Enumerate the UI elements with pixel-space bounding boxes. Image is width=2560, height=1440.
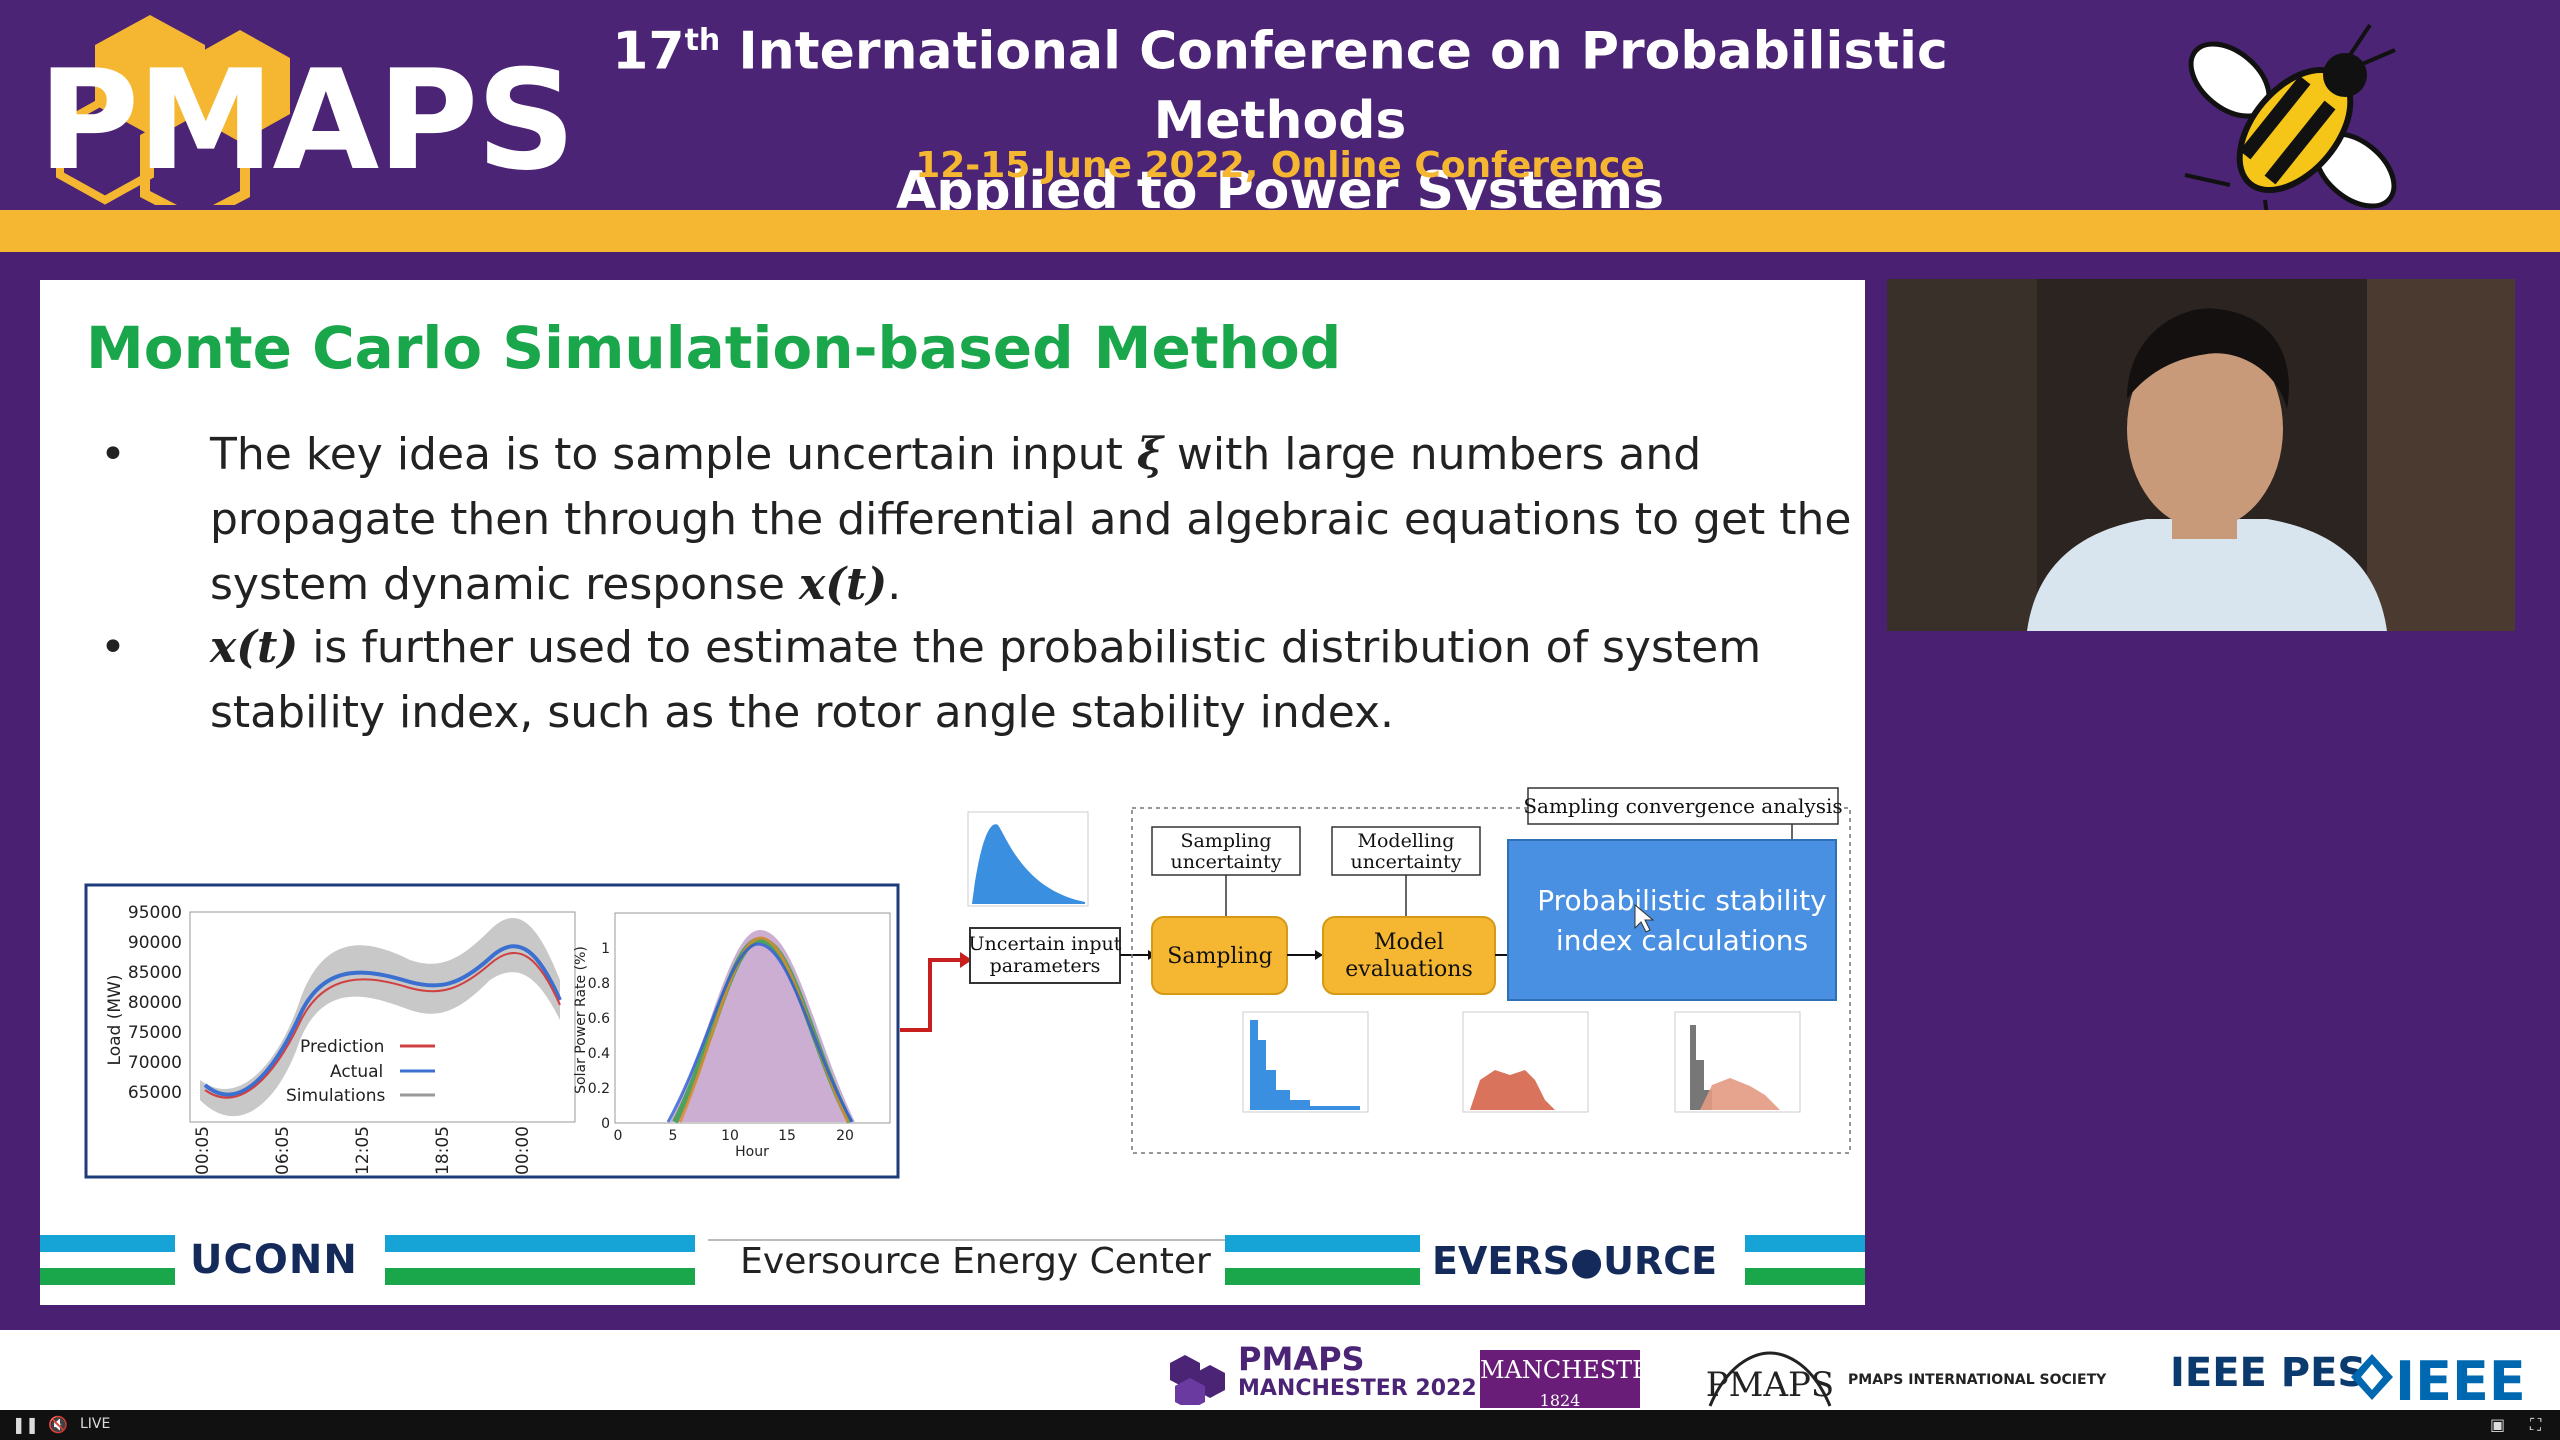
ieee-diamond-icon [2351, 1354, 2393, 1400]
sampling-box-label: Sampling [1167, 944, 1272, 969]
load-y-tick: 85000 [128, 963, 182, 983]
load-x-tick: 18:05 [433, 1126, 453, 1175]
solar-y-tick: 1 [601, 941, 610, 957]
load-x-tick: 12:05 [353, 1126, 373, 1175]
uncertain-input-label: parameters [990, 955, 1101, 977]
sponsor-pmaps-international-society: PMAPS INTERNATIONAL SOCIETY [1848, 1372, 2107, 1388]
sponsor-ieee: IEEE [2395, 1350, 2526, 1413]
solar-y-tick: 0.6 [588, 1011, 610, 1027]
legend-simulations: Simulations [286, 1086, 386, 1106]
load-simulation-band [200, 918, 560, 1117]
uncertain-input-label: Uncertain input [969, 933, 1122, 955]
load-y-tick: 80000 [128, 993, 182, 1013]
presentation-slide: Monte Carlo Simulation-based Method • Th… [40, 280, 1865, 1305]
bullet-dot: • [100, 429, 126, 480]
load-y-tick: 75000 [128, 1023, 182, 1043]
picture-in-picture-icon[interactable]: ▣ [2490, 1415, 2506, 1434]
sponsor-manchester: MANCHESTER 1824 [1480, 1350, 1668, 1410]
sponsor-pmaps: PMAPS [1238, 1340, 1365, 1378]
mouse-cursor-icon [1634, 903, 1655, 933]
solar-x-label: Hour [735, 1144, 769, 1160]
sponsor-ieee-pes: IEEE PES [2170, 1350, 2367, 1396]
pmaps-hex-icon [1170, 1355, 1225, 1405]
legend-actual: Actual [330, 1062, 383, 1082]
model-evaluation-label: Model [1374, 930, 1444, 955]
solar-simulation-curves [666, 930, 855, 1124]
bullet-item: • x(t) is further used to estimate the p… [100, 615, 1840, 755]
solar-x-tick: 10 [721, 1128, 739, 1144]
model-evaluation-label: evaluations [1345, 957, 1472, 982]
load-y-tick: 65000 [128, 1083, 182, 1103]
eversource-energy-center-label: Eversource Energy Center [708, 1239, 1243, 1285]
bullet-text: The key idea is to sample uncertain inpu… [210, 429, 1852, 610]
conference-header: PMAPS 17th International Conference on P… [0, 0, 2560, 241]
conference-title: 17th International Conference on Probabi… [612, 21, 1948, 222]
speaker-webcam [1887, 279, 2515, 631]
eversource-logo: EVERS●URCE [1432, 1239, 1718, 1283]
solar-y-tick: 0 [601, 1116, 610, 1132]
footer-stripes [40, 1235, 175, 1285]
legend-prediction: Prediction [300, 1037, 384, 1057]
bee-icon [2184, 23, 2397, 241]
modelling-uncertainty-label: uncertainty [1350, 851, 1461, 873]
load-actual-line [203, 944, 562, 1097]
sampling-uncertainty-label: uncertainty [1170, 851, 1281, 873]
load-x-tick: 00:00 [513, 1126, 533, 1175]
fullscreen-icon[interactable]: ⛶ [2530, 1415, 2542, 1434]
video-player-bar: ❚❚ 🔇 LIVE ▣ ⛶ [0, 1410, 2560, 1440]
solar-y-tick: 0.2 [588, 1081, 610, 1097]
pis-logo-icon: PMAPS [1706, 1351, 1834, 1407]
svg-text:PMAPS: PMAPS [1706, 1365, 1834, 1405]
bullet-dot: • [100, 622, 126, 673]
bullet-item: • The key idea is to sample uncertain in… [100, 422, 1851, 622]
solar-x-tick: 15 [778, 1128, 796, 1144]
method-flow-diagram: 95000 90000 85000 80000 75000 70000 6500… [84, 787, 1851, 1179]
pmaps-logo [56, 15, 290, 205]
solar-x-tick: 20 [836, 1128, 854, 1144]
footer-stripes [385, 1235, 695, 1285]
bullet-text: x(t) is further used to estimate the pro… [210, 622, 1762, 738]
modelling-uncertainty-label: Modelling [1358, 830, 1455, 852]
sampling-uncertainty-label: Sampling [1180, 830, 1271, 852]
load-y-label: Load (MW) [105, 975, 125, 1066]
uconn-logo: UCONN [190, 1237, 358, 1283]
probabilistic-box-label: index calculations [1556, 924, 1808, 957]
pmaps-logo-text: PMAPS [38, 40, 576, 201]
solar-y-tick: 0.8 [588, 976, 610, 992]
load-prediction-line [204, 951, 561, 1099]
live-indicator: LIVE [80, 1416, 111, 1432]
convergence-label: Sampling convergence analysis [1523, 794, 1842, 818]
footer-stripes [1225, 1235, 1420, 1285]
solar-x-tick: 5 [669, 1128, 678, 1144]
pause-icon[interactable]: ❚❚ [12, 1415, 39, 1434]
load-y-tick: 70000 [128, 1053, 182, 1073]
conference-date: 12-15 June 2022, Online Conference [915, 145, 1645, 186]
slide-footer-banner: UCONN Eversource Energy Center EVERS●URC… [40, 1235, 1865, 1285]
solar-x-tick: 0 [614, 1128, 623, 1144]
footer-stripes [1745, 1235, 1865, 1285]
slide-title: Monte Carlo Simulation-based Method [86, 314, 1342, 382]
sponsor-pmaps-sub: MANCHESTER 2022 [1238, 1376, 1477, 1401]
header-gold-bar [0, 210, 2560, 252]
probabilistic-box-label: Probabilistic stability [1537, 884, 1827, 917]
solar-y-tick: 0.4 [588, 1046, 610, 1062]
load-y-tick: 90000 [128, 933, 182, 953]
load-y-tick: 95000 [128, 903, 182, 923]
sponsor-strip: PMAPS MANCHESTER 2022 MANCHESTER 1824 PMA… [0, 1330, 2560, 1413]
solar-y-label: Solar Power Rate (%) [573, 946, 589, 1094]
mute-icon[interactable]: 🔇 [48, 1415, 68, 1434]
load-x-tick: 06:05 [273, 1126, 293, 1175]
load-x-tick: 00:05 [193, 1126, 213, 1175]
